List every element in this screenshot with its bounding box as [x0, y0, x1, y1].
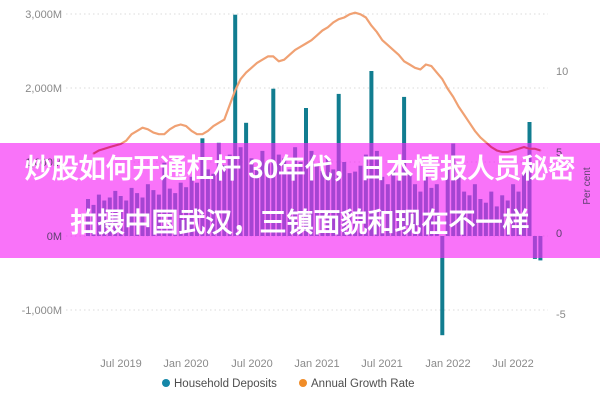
- right-axis-tick-label: 10: [556, 66, 568, 78]
- x-axis-tick-label: Jul 2019: [100, 358, 142, 370]
- legend-label-household-deposits: Household Deposits: [174, 378, 277, 390]
- x-axis-tick-label: Jan 2020: [163, 358, 208, 370]
- bar: [440, 236, 445, 336]
- axis-labels: 3,000M 2,000M 1,000M 0M -1,000M 10 5 0 -5 Per cen…: [22, 9, 593, 370]
- right-axis-tick-label: 0: [556, 228, 562, 240]
- right-axis-tick-label: -5: [556, 309, 566, 321]
- legend: Household Deposits Annual Growth Rate: [162, 378, 415, 390]
- x-axis-tick-label: Jan 2022: [425, 358, 470, 370]
- legend-dot-annual-growth-rate: [299, 379, 307, 387]
- overlay-text-line1: 炒股如何开通杠杆 30年代，日本情报人员秘密: [24, 154, 576, 184]
- left-axis-tick-label: 3,000M: [25, 9, 62, 21]
- bar: [233, 14, 238, 237]
- growth-rate-line-in-band: [92, 143, 541, 155]
- overlay-text-line2: 拍摄中国武汉，三镇面貌和现在不一样: [70, 208, 530, 238]
- overlay-band: [0, 143, 600, 258]
- x-axis-tick-label: Jul 2022: [492, 358, 534, 370]
- right-axis-tick-label: 5: [556, 147, 562, 159]
- left-axis-tick-label: 0M: [47, 231, 62, 243]
- left-axis-tick-label: -1,000M: [22, 305, 62, 317]
- growth-rate-line: [92, 11, 542, 155]
- legend-dot-household-deposits: [162, 379, 170, 387]
- left-axis-tick-label: 1,000M: [25, 157, 62, 169]
- x-axis-tick-label: Jul 2021: [361, 358, 403, 370]
- legend-label-annual-growth-rate: Annual Growth Rate: [311, 378, 415, 390]
- right-axis-title: Per cent: [582, 167, 593, 204]
- left-axis-tick-label: 2,000M: [25, 83, 62, 95]
- x-axis-tick-label: Jan 2021: [294, 358, 339, 370]
- x-axis-tick-label: Jul 2020: [231, 358, 273, 370]
